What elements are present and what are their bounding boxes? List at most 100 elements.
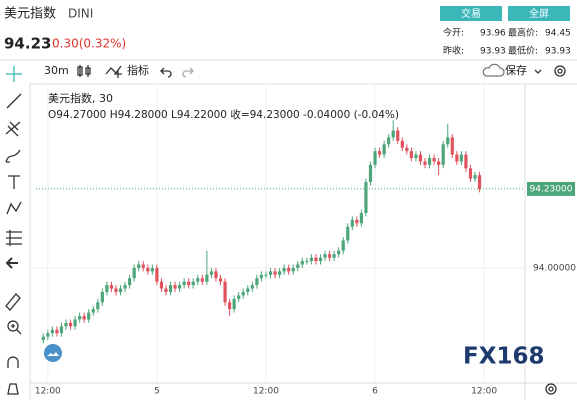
candle-body: [96, 302, 100, 310]
candle-body: [473, 175, 477, 179]
stat-label: 最高价:: [508, 27, 538, 39]
candle-body: [73, 319, 77, 327]
candle-body: [309, 257, 314, 262]
candle-body: [150, 267, 154, 272]
plot: [30, 84, 525, 383]
candle-body: [296, 264, 300, 268]
chart-style[interactable]: [77, 65, 91, 77]
candle-body: [477, 175, 482, 189]
candle-body: [68, 322, 73, 327]
candle-body: [332, 254, 336, 258]
candle-body: [182, 281, 186, 286]
candle-body: [146, 267, 150, 272]
candle-body: [318, 257, 323, 262]
candle-body: [128, 278, 132, 286]
y-tick-label: 94.00000: [533, 263, 576, 273]
x-tick-label: 12:00: [35, 387, 61, 397]
candle-body: [155, 267, 159, 282]
candle-body: [218, 278, 223, 282]
stat-value: 94.45: [545, 29, 571, 39]
candle-body: [132, 267, 136, 279]
candle-body: [159, 281, 164, 289]
axis-settings[interactable]: [545, 383, 557, 395]
redo[interactable]: [182, 67, 194, 78]
candle-body: [327, 254, 332, 258]
indicators[interactable]: 指标: [127, 63, 149, 77]
fullscreen-button[interactable]: [508, 6, 570, 21]
stat-value: 93.93: [545, 47, 571, 57]
candle-body: [432, 158, 436, 162]
save[interactable]: 保存: [505, 63, 527, 77]
stat-value: 93.93: [480, 47, 506, 57]
candle-body: [273, 271, 277, 275]
candle-body: [164, 288, 168, 292]
candle-body: [59, 326, 64, 334]
candle-body: [173, 285, 177, 289]
candle-body: [359, 212, 363, 224]
candle-body: [46, 333, 50, 337]
indicator-icon[interactable]: [105, 65, 122, 78]
candle-body: [168, 285, 173, 292]
candle-body: [387, 137, 391, 145]
candle-body: [414, 154, 418, 159]
candle-body: [141, 264, 145, 268]
legend-ohlc: O94.27000 H94.28000 L94.22000 收=94.23000…: [48, 108, 399, 121]
candle-body: [123, 285, 127, 289]
candle-body: [241, 291, 245, 296]
interval[interactable]: 30m: [44, 64, 69, 77]
candle-body: [468, 168, 473, 179]
candle-body: [446, 137, 450, 145]
candle-body: [437, 161, 441, 165]
candle-body: [255, 278, 259, 286]
change: 0.30(0.32%): [52, 37, 126, 51]
candle-body: [464, 154, 468, 169]
crosshair-tool[interactable]: [6, 66, 22, 82]
candle-body: [391, 130, 395, 138]
candle-body: [191, 281, 195, 286]
candle-body: [250, 285, 254, 289]
candle-body: [114, 288, 118, 292]
candle-body: [382, 144, 386, 155]
candle-body: [323, 254, 327, 258]
candle-body: [305, 261, 309, 263]
candle-body: [291, 267, 295, 272]
candle-body: [409, 151, 413, 159]
save-menu[interactable]: [534, 69, 542, 74]
trade-label[interactable]: 交易: [461, 7, 481, 20]
fullscreen-label[interactable]: 全屏: [529, 7, 549, 20]
candle-body: [346, 226, 350, 241]
trade-button[interactable]: [440, 6, 502, 21]
candle-body: [196, 278, 200, 282]
settings[interactable]: [554, 65, 566, 77]
x-tick-label: 6: [372, 387, 378, 397]
undo[interactable]: [160, 67, 172, 78]
candle-body: [237, 295, 241, 299]
candle-body: [232, 298, 236, 310]
candle-body: [337, 250, 341, 255]
candle-body: [228, 302, 232, 310]
cloud-badge: [44, 344, 62, 362]
stat-label: 昨收:: [443, 45, 464, 57]
candle-body: [459, 154, 463, 162]
candle-body: [364, 182, 368, 213]
candle-body: [350, 219, 354, 227]
last-price-label: 94.23000: [530, 184, 573, 194]
drawing-tools[interactable]: [5, 93, 22, 395]
price: 94.23: [4, 35, 51, 53]
candle-body: [400, 140, 404, 148]
candle-body: [405, 147, 409, 152]
candle-body: [418, 154, 423, 162]
candle-body: [82, 316, 86, 320]
candle-body: [178, 285, 182, 289]
candle-body: [87, 312, 91, 320]
candle-body: [396, 130, 400, 141]
candle-body: [427, 158, 432, 165]
stat-label: 今开:: [443, 27, 464, 39]
candle-body: [105, 285, 109, 292]
candle-body: [214, 271, 218, 279]
stat-value: 93.96: [480, 29, 506, 39]
cloud-icon[interactable]: [482, 63, 505, 77]
candle-body: [50, 329, 54, 334]
